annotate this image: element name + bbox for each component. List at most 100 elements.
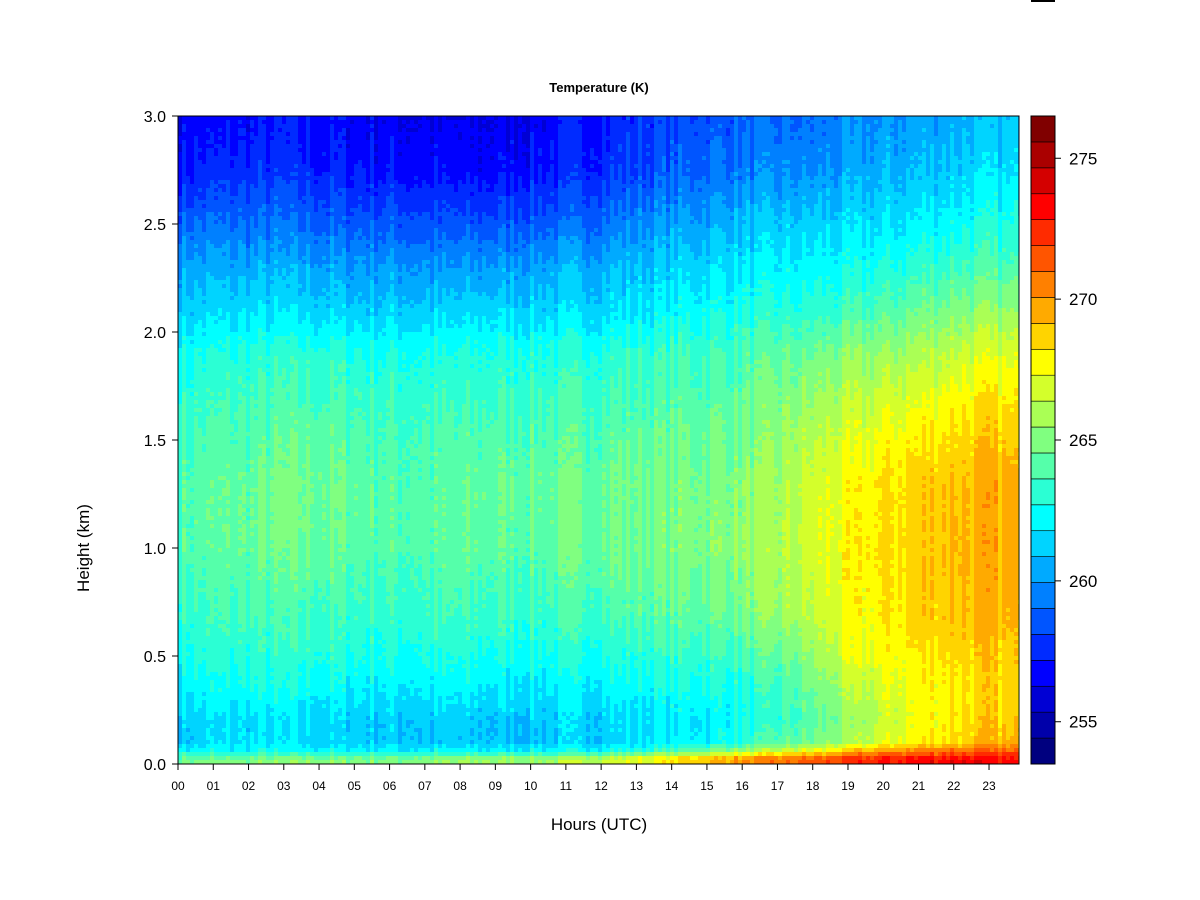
heatmap-cell [202,404,207,409]
heatmap-cell [222,520,227,525]
heatmap-cell [262,504,267,509]
heatmap-cell [182,604,187,609]
heatmap-cell [214,228,219,233]
heatmap-cell [214,404,219,409]
heatmap-cell [198,440,203,445]
heatmap-cell [238,696,243,701]
heatmap-cell [178,240,183,245]
heatmap-cell [178,392,183,397]
heatmap-cell [238,596,243,601]
heatmap-cell [182,496,187,501]
heatmap-cell [206,684,211,689]
heatmap-cell [190,424,195,429]
heatmap-cell [266,220,271,225]
heatmap-cell [222,632,227,637]
heatmap-cell [250,632,255,637]
heatmap-cell [186,564,191,569]
heatmap-cell [242,388,247,393]
heatmap-cell [194,512,199,517]
heatmap-cell [262,468,267,473]
heatmap-cell [186,220,191,225]
heatmap-cell [226,568,231,573]
heatmap-cell [246,348,251,353]
heatmap-cell [198,720,203,725]
heatmap-cell [230,376,235,381]
heatmap-cell [246,472,251,477]
heatmap-cell [250,292,255,297]
heatmap-cell [198,648,203,653]
heatmap-cell [254,328,259,333]
heatmap-cell [202,700,207,705]
heatmap-cell [186,744,191,749]
heatmap-cell [202,756,207,761]
heatmap-cell [198,580,203,585]
heatmap-cell [218,404,223,409]
heatmap-cell [206,264,211,269]
heatmap-cell [198,740,203,745]
heatmap-cell [198,132,203,137]
heatmap-cell [210,320,215,325]
heatmap-cell [222,400,227,405]
heatmap-cell [178,516,183,521]
heatmap-cell [182,492,187,497]
heatmap-cell [234,520,239,525]
heatmap-cell [230,732,235,737]
chart-title: Temperature (K) [549,80,648,95]
heatmap-cell [210,564,215,569]
heatmap-cell [230,252,235,257]
heatmap-cell [266,652,271,657]
heatmap-cell [242,348,247,353]
heatmap-cell [226,356,231,361]
heatmap-cell [202,616,207,621]
heatmap-cell [206,276,211,281]
heatmap-cell [218,136,223,141]
heatmap-cell [206,548,211,553]
heatmap-cell [242,456,247,461]
heatmap-cell [242,688,247,693]
heatmap-cell [246,360,251,365]
heatmap-cell [206,564,211,569]
heatmap-cell [250,600,255,605]
heatmap-cell [210,268,215,273]
heatmap-cell [214,308,219,313]
heatmap-cell [198,308,203,313]
heatmap-cell [218,232,223,237]
heatmap-cell [210,148,215,153]
heatmap-cell [230,452,235,457]
heatmap-cell [210,224,215,229]
heatmap-cell [178,736,183,741]
heatmap-cell [238,136,243,141]
heatmap-cell [262,356,267,361]
heatmap-cell [202,708,207,713]
heatmap-cell [262,692,267,697]
heatmap-cell [258,604,263,609]
heatmap-cell [186,708,191,713]
heatmap-cell [214,476,219,481]
heatmap-cell [246,548,251,553]
heatmap-cell [202,140,207,145]
heatmap-cell [266,716,271,721]
heatmap-cell [258,516,263,521]
heatmap-cell [246,552,251,557]
heatmap-cell [222,348,227,353]
heatmap-cell [214,716,219,721]
heatmap-cell [254,196,259,201]
heatmap-cell [242,492,247,497]
heatmap-cell [206,252,211,257]
heatmap-cell [210,604,215,609]
heatmap-cell [226,420,231,425]
heatmap-cell [202,384,207,389]
heatmap-cell [258,720,263,725]
heatmap-cell [250,588,255,593]
heatmap-cell [254,472,259,477]
heatmap-cell [238,296,243,301]
heatmap-cell [266,332,271,337]
heatmap-cell [234,608,239,613]
heatmap-cell [206,672,211,677]
heatmap-cell [202,160,207,165]
heatmap-cell [258,756,263,761]
heatmap-cell [226,484,231,489]
heatmap-cell [234,724,239,729]
heatmap-cell [262,612,267,617]
heatmap-cell [202,644,207,649]
